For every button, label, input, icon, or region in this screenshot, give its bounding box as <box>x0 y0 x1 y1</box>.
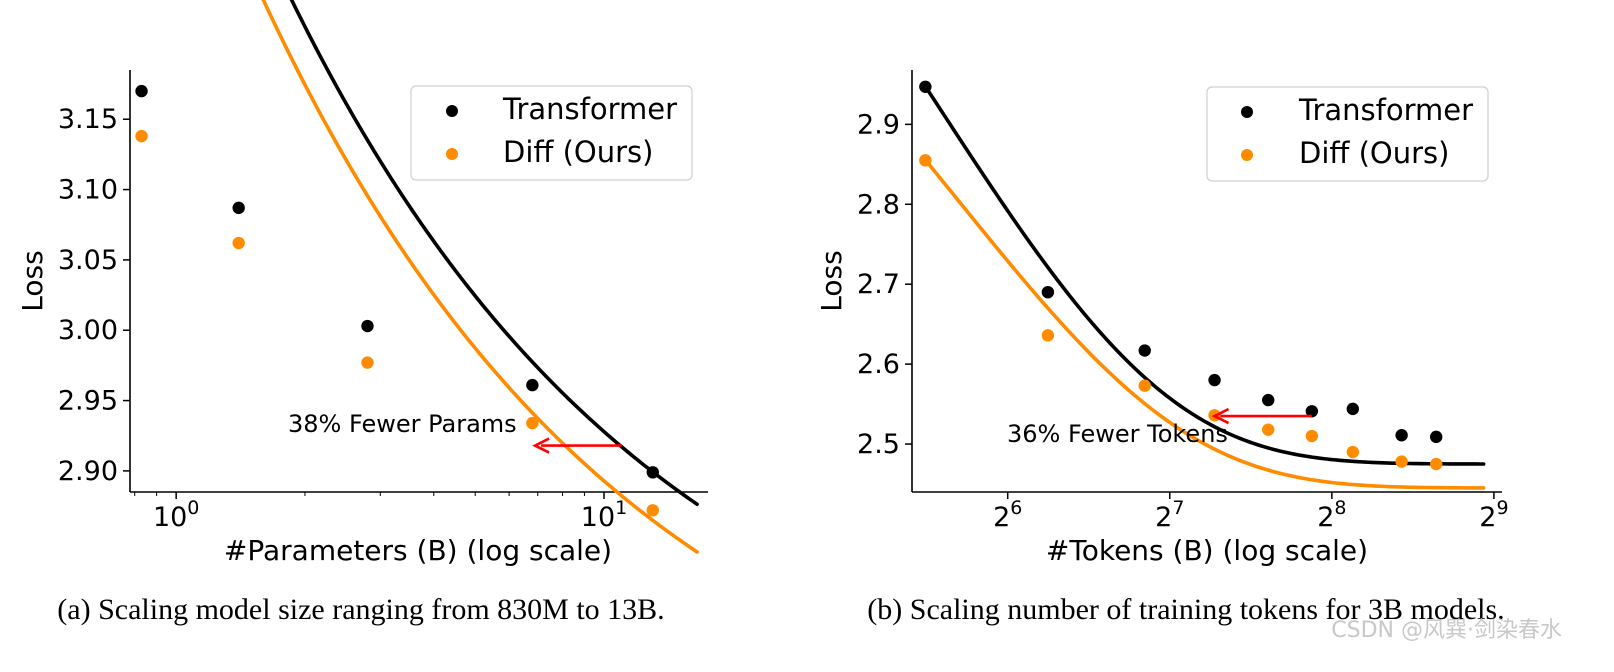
chart-b-point-diff <box>1305 429 1319 443</box>
chart-b-xtick-label: 28 <box>1317 497 1346 533</box>
chart-b-legend: Transformer Diff (Ours) <box>1206 86 1489 182</box>
chart-a-point-diff <box>135 129 148 143</box>
chart-a-caption: (a) Scaling model size ranging from 830M… <box>57 593 664 626</box>
chart-b-point-transformer <box>1041 285 1055 299</box>
chart-a-ytick-label: 2.90 <box>58 456 118 487</box>
chart-a-legend: Transformer Diff (Ours) <box>410 85 693 181</box>
chart-b: 2.5 2.6 2.7 2.8 2.9 26 27 28 29 Transformer Dif… <box>815 70 1509 626</box>
chart-a: 2.90 2.95 3.00 3.05 3.10 3.15 100 101 Transfor… <box>16 0 708 626</box>
chart-a-point-transformer <box>646 466 659 479</box>
chart-a-point-diff <box>361 356 374 369</box>
chart-b-point-diff <box>1041 329 1055 342</box>
chart-b-fit-line-diff <box>923 158 1486 490</box>
chart-a-fit-line-diff <box>261 0 699 554</box>
chart-b-legend-marker-diff <box>1241 149 1253 161</box>
chart-b-ytick-label: 2.5 <box>857 429 900 460</box>
chart-a-legend-marker-diff <box>446 148 458 160</box>
chart-a-legend-label-diff: Diff (Ours) <box>503 135 653 169</box>
chart-b-legend-marker-transformer <box>1241 106 1253 118</box>
chart-a-point-diff <box>232 236 245 250</box>
chart-b-ytick-label: 2.7 <box>857 269 900 300</box>
chart-b-point-transformer <box>1208 373 1221 387</box>
chart-b-annotation-arrowhead <box>1211 407 1230 425</box>
chart-b-xlabel: #Tokens (B) (log scale) <box>1046 534 1368 567</box>
chart-a-xtick-label: 100 <box>153 497 199 533</box>
chart-b-point-diff <box>1346 445 1360 459</box>
chart-b-fit-line-transformer <box>923 84 1486 466</box>
chart-b-point-diff <box>1262 423 1275 436</box>
chart-b-point-transformer <box>1138 344 1151 357</box>
chart-b-caption: (b) Scaling number of training tokens fo… <box>867 593 1504 626</box>
chart-b-point-diff <box>1430 457 1443 471</box>
chart-b-point-transformer <box>1346 402 1360 416</box>
chart-b-ytick-label: 2.8 <box>857 189 900 220</box>
chart-b-legend-label-transformer: Transformer <box>1298 93 1473 127</box>
chart-b-legend-label-diff: Diff (Ours) <box>1299 136 1449 170</box>
chart-b-point-transformer <box>1430 430 1443 444</box>
chart-a-legend-marker-transformer <box>446 105 458 117</box>
chart-b-ylabel: Loss <box>815 250 848 311</box>
chart-b-point-transformer <box>919 80 932 93</box>
chart-a-fit-line-transformer <box>289 0 699 507</box>
chart-b-point-diff <box>1395 455 1408 468</box>
chart-b-ytick-label: 2.9 <box>857 109 900 140</box>
chart-a-point-transformer <box>526 378 539 392</box>
chart-b-point-diff <box>1138 379 1151 392</box>
chart-a-point-transformer <box>135 84 148 98</box>
chart-a-point-diff <box>526 416 539 430</box>
chart-b-annotation-label: 36% Fewer Tokens <box>1007 420 1228 448</box>
chart-a-ytick-label: 3.10 <box>58 175 118 206</box>
chart-a-ytick-label: 2.95 <box>58 386 118 417</box>
chart-b-point-transformer <box>1395 429 1408 442</box>
chart-b-xtick-label: 26 <box>993 497 1022 533</box>
chart-a-annotation-label: 38% Fewer Params <box>288 410 517 438</box>
chart-a-xlabel: #Parameters (B) (log scale) <box>224 534 612 567</box>
chart-a-ytick-label: 3.15 <box>58 104 118 135</box>
chart-a-annotation-arrowhead <box>532 437 550 454</box>
chart-a-point-transformer <box>361 319 374 333</box>
chart-a-legend-label-transformer: Transformer <box>502 92 677 126</box>
chart-b-ytick-label: 2.6 <box>857 349 900 380</box>
chart-a-ytick-label: 3.00 <box>58 315 118 346</box>
chart-a-point-diff <box>646 504 659 517</box>
watermark: CSDN @风巽·剑染春水 <box>1331 618 1562 643</box>
chart-b-xtick-label: 27 <box>1155 497 1184 533</box>
chart-b-xtick-label: 29 <box>1479 497 1508 533</box>
chart-a-point-transformer <box>232 201 245 215</box>
chart-b-point-diff <box>919 154 932 167</box>
chart-b-point-transformer <box>1262 393 1275 407</box>
chart-a-ylabel: Loss <box>16 250 49 311</box>
chart-b-point-transformer <box>1305 405 1319 418</box>
chart-a-ytick-label: 3.05 <box>58 245 118 276</box>
chart-a-xtick-label: 101 <box>581 497 627 533</box>
